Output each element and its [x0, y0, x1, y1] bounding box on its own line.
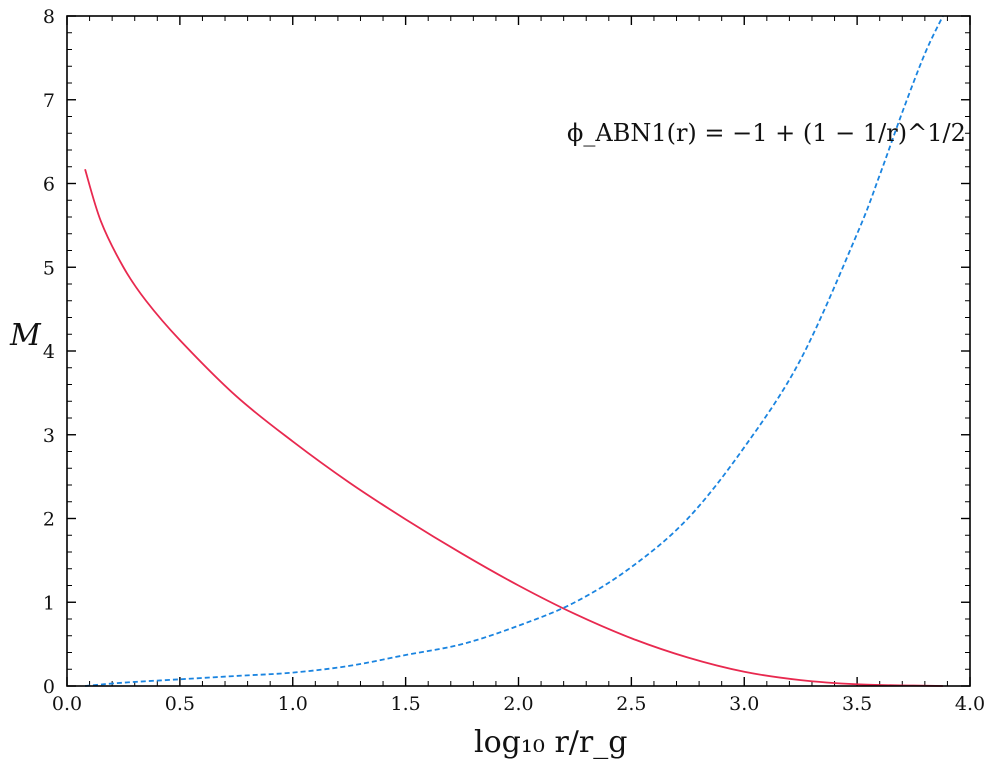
x-tick-label: 3.0 [729, 693, 759, 715]
y-tick-label: 5 [43, 257, 55, 279]
x-tick-label: 2.5 [616, 693, 646, 715]
plot-frame [66, 15, 971, 687]
series-layer [84, 15, 944, 687]
y-tick-labels: 0 1 2 3 4 5 6 7 8 [43, 6, 55, 698]
x-tick-label: 0.5 [165, 693, 195, 715]
x-axis-label: log₁₀ r/r_g [474, 725, 627, 760]
x-tick-label: 1.0 [278, 693, 308, 715]
x-tick-label: 0.0 [52, 693, 82, 715]
y-tick-label: 2 [43, 509, 55, 531]
y-tick-label: 0 [43, 676, 55, 698]
x-tick-labels: 0.0 0.5 1.0 1.5 2.0 2.5 3.0 3.5 4.0 [52, 693, 985, 715]
y-tick-label: 8 [43, 6, 55, 28]
y-tick-label: 3 [43, 425, 55, 447]
x-tick-label: 3.5 [842, 693, 872, 715]
series-line-dashed [84, 15, 944, 687]
y-tick-label: 7 [43, 90, 55, 112]
equation-annotation: ϕ_ABN1(r) = −1 + (1 − 1/r)^1/2 [567, 119, 966, 147]
x-tick-label: 1.5 [391, 693, 421, 715]
x-tick-label: 4.0 [955, 693, 985, 715]
ticks-layer [66, 15, 971, 687]
y-tick-label: 1 [43, 592, 55, 614]
series-line-solid [84, 168, 943, 687]
x-tick-label: 2.0 [503, 693, 533, 715]
y-axis-label: M [9, 318, 42, 353]
y-tick-label: 6 [43, 174, 55, 196]
y-tick-label: 4 [43, 341, 55, 363]
